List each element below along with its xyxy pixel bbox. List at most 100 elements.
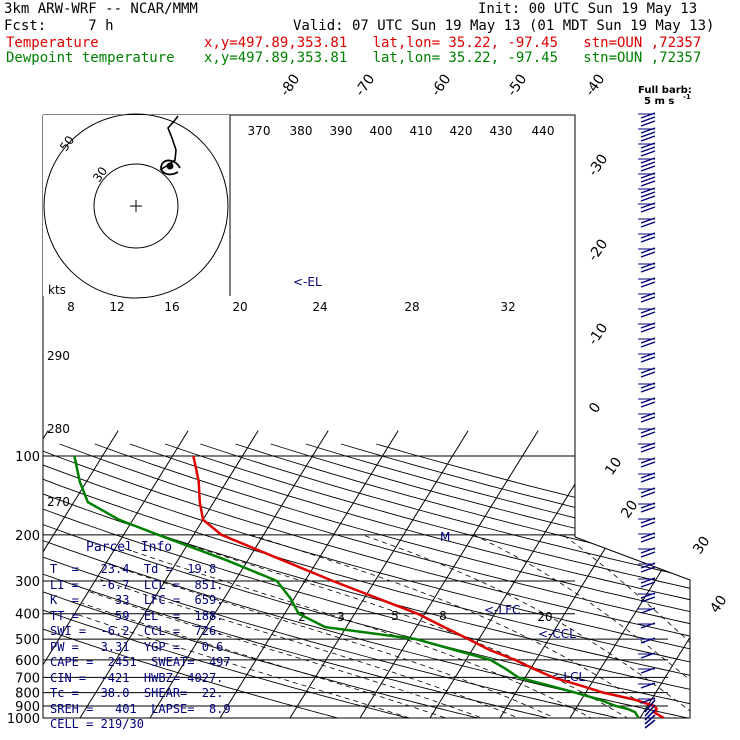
parcel-info-row: TT = 59 EL = 188. — [50, 608, 224, 623]
wind-barb — [640, 161, 656, 168]
wind-barb — [640, 165, 656, 172]
dry-adiabat — [43, 443, 690, 718]
dry-adiabat — [59, 443, 690, 718]
parcel-info-row: T = 23.4 Td = 19.8 — [50, 562, 217, 576]
pressure-label: 800 — [15, 687, 40, 702]
moist-adiabats — [75, 534, 690, 718]
theta-side-label: 280 — [47, 422, 70, 436]
temperature-tick-label: -30 — [585, 151, 611, 179]
wind-barb — [640, 521, 656, 528]
model-title: 3km ARW-WRF -- NCAR/MMM — [4, 1, 198, 17]
dry-adiabat — [43, 443, 690, 718]
temperature-tick-label: -80 — [277, 71, 303, 99]
level-marker: <-EL — [293, 275, 322, 289]
parcel-info-row: SREH = 401 LAPSE= 8.9 — [50, 701, 231, 716]
wind-legend-units: 5 m s — [644, 96, 674, 107]
theta-label: 400 — [370, 124, 393, 138]
wind-barb — [640, 326, 656, 333]
temperature-tick-label: -50 — [504, 71, 530, 99]
theta-side-label: 290 — [47, 349, 70, 363]
mixing-ratio-label: 16 — [164, 300, 179, 314]
wind-barb — [640, 296, 656, 303]
dry-adiabat — [43, 443, 690, 718]
wind-legend-exponent: -1 — [683, 93, 691, 101]
moist-adiabat — [251, 534, 672, 718]
theta-label: 430 — [490, 124, 513, 138]
level-marker: <-LFC — [484, 603, 520, 617]
level-marker: M — [440, 530, 450, 544]
isotherm — [636, 430, 690, 718]
temperature-tick-label: -40 — [582, 71, 608, 99]
parcel-info-row: CELL = 219/30 — [50, 717, 144, 731]
isotherm — [356, 430, 539, 718]
dry-adiabat — [43, 443, 644, 718]
parcel-info-row: CIN = -421 HWBZ= 4027. — [50, 670, 224, 685]
wind-barb — [640, 191, 656, 198]
init-time: Init: 00 UTC Sun 19 May 13 — [478, 1, 698, 17]
mixing-ratio-label: 5 — [391, 609, 399, 623]
wind-barb — [640, 431, 656, 438]
wind-barb — [640, 180, 656, 187]
temperature-tick-label: -20 — [585, 236, 611, 264]
hodograph-loop — [160, 159, 181, 176]
dewpoint-profile — [73, 455, 640, 718]
wind-barb — [640, 416, 656, 423]
temperature-tick-label: 0 — [586, 400, 604, 416]
isotherm — [43, 430, 119, 718]
theta-label: 390 — [330, 124, 353, 138]
profiles — [73, 455, 665, 718]
wind-barb — [640, 491, 656, 498]
hodograph-units: kts — [48, 283, 66, 297]
temperature-tick-label: 20 — [618, 498, 641, 522]
wind-barb — [640, 135, 656, 142]
mixing-ratio-label: 32 — [500, 300, 515, 314]
isotherm — [707, 431, 740, 724]
temperature-profile — [192, 455, 665, 718]
wind-barb — [640, 461, 656, 468]
parcel-info-row: PW = 3.31 YGP = 0.6 — [50, 639, 224, 654]
dry-adiabat — [43, 443, 690, 718]
moist-adiabat — [362, 534, 690, 718]
wind-barb — [640, 581, 656, 588]
wind-barb — [640, 195, 656, 202]
isotherm — [216, 430, 399, 718]
dry-adiabat — [43, 443, 431, 718]
mixing-ratio-label: 8 — [67, 300, 75, 314]
isotherm — [76, 430, 259, 718]
wind-barb — [640, 206, 656, 213]
parcel-info-row: SWI = -6.2 CCL = 726. — [50, 624, 224, 638]
moist-adiabat — [82, 602, 462, 718]
wind-barb — [640, 401, 656, 408]
theta-side-label: 270 — [47, 495, 70, 509]
isobars — [43, 455, 668, 719]
mixing-ratio-label: 28 — [404, 300, 419, 314]
moist-adiabat — [158, 534, 637, 718]
plot-outline — [42, 114, 691, 719]
pressure-label: 600 — [15, 654, 40, 669]
temperature-location: x,y=497.89,353.81 lat,lon= 35.22, -97.45… — [204, 35, 702, 51]
theta-label: 380 — [290, 124, 313, 138]
storm-motion-marker — [166, 162, 174, 170]
theta-label: 440 — [532, 124, 555, 138]
parcel-info-title: Parcel Info — [86, 540, 173, 555]
mixing-ratio-label: 8 — [439, 609, 447, 623]
pressure-label: 400 — [15, 608, 40, 623]
pressure-label: 300 — [15, 575, 40, 590]
wind-barb — [640, 131, 656, 138]
wind-barb — [640, 551, 656, 558]
parcel-info-row: K = 33 LFC = 659. — [50, 593, 224, 607]
dry-adiabat — [94, 443, 690, 718]
dewpoint-legend: Dewpoint temperature — [6, 50, 175, 66]
pressure-label: 200 — [15, 529, 40, 544]
temperature-legend: Temperature — [6, 35, 99, 51]
dry-adiabat — [43, 443, 690, 718]
mixing-ratio-label: 3 — [337, 610, 345, 624]
wind-barb — [640, 596, 656, 603]
parcel-info-row: LI = -6.7 LCL = 851. — [50, 577, 224, 592]
dry-adiabat — [200, 443, 690, 718]
wind-barb — [640, 266, 656, 273]
wind-barb — [640, 236, 656, 243]
wind-barb — [644, 709, 656, 721]
